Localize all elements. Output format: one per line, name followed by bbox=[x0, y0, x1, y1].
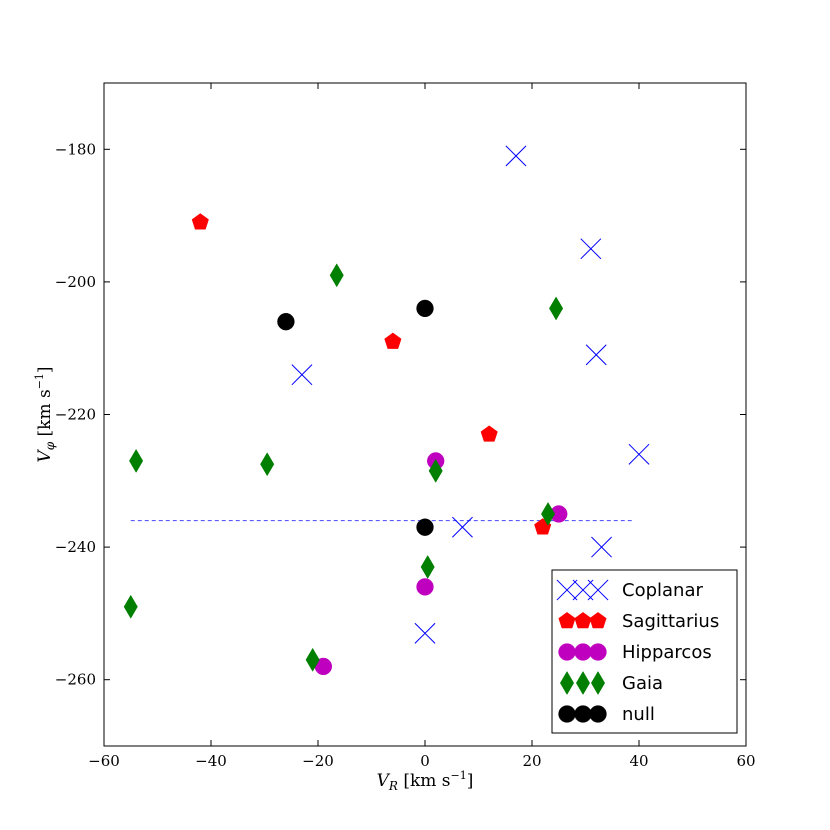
gaia-data-point bbox=[541, 501, 556, 526]
coplanar-data-point bbox=[505, 145, 527, 167]
legend-entry-null: null bbox=[558, 704, 655, 725]
gaia-data-point bbox=[420, 555, 435, 579]
x-tick-label: −60 bbox=[88, 752, 120, 770]
legend-marker bbox=[589, 705, 607, 723]
legend-marker bbox=[574, 643, 592, 661]
x-tick-label: 60 bbox=[736, 752, 755, 770]
legend-label: Hipparcos bbox=[622, 642, 712, 663]
series-gaia bbox=[123, 263, 564, 672]
legend-label: null bbox=[622, 704, 655, 725]
legend-marker bbox=[587, 579, 609, 601]
coplanar-data-point bbox=[585, 344, 607, 366]
coplanar-data-point bbox=[452, 516, 473, 538]
x-tick-label: −40 bbox=[195, 752, 227, 770]
null-data-point bbox=[416, 518, 434, 536]
coplanar-data-point bbox=[291, 364, 313, 386]
legend-marker bbox=[574, 705, 592, 723]
sagittarius-data-point bbox=[384, 332, 402, 349]
y-tick-label: −220 bbox=[55, 406, 96, 424]
x-tick-label: 20 bbox=[522, 752, 541, 770]
y-tick-label: −240 bbox=[55, 538, 96, 556]
y-tick-label: −260 bbox=[55, 671, 96, 689]
legend-entry-coplanar: Coplanar bbox=[556, 579, 703, 601]
sagittarius-data-point bbox=[191, 213, 209, 230]
gaia-data-point bbox=[260, 452, 275, 477]
gaia-data-point bbox=[305, 647, 320, 672]
legend-entry-gaia: Gaia bbox=[559, 671, 663, 695]
x-tick-label: −20 bbox=[302, 752, 334, 770]
axes: −60 −40 −20 0 20 40 60−260−240−220−200−180 bbox=[55, 82, 756, 770]
legend-marker bbox=[590, 671, 606, 695]
x-tick-label: 40 bbox=[629, 752, 648, 770]
coplanar-data-point bbox=[414, 622, 436, 644]
legend-label: Sagittarius bbox=[622, 611, 719, 632]
series-null bbox=[277, 299, 434, 536]
x-axis-label: VR [km s−1] bbox=[377, 769, 474, 793]
legend-entry-hipparcos: Hipparcos bbox=[558, 642, 712, 663]
plot-area bbox=[123, 145, 650, 676]
legend-marker bbox=[572, 579, 594, 601]
y-tick-label: −180 bbox=[55, 140, 96, 158]
gaia-data-point bbox=[123, 594, 138, 619]
x-tick-label: 0 bbox=[420, 752, 430, 770]
sagittarius-data-point bbox=[480, 425, 498, 442]
legend-marker bbox=[558, 705, 576, 723]
legend-label: Gaia bbox=[622, 673, 663, 694]
legend: Coplanar Sagittarius Hipparcos Gaia null bbox=[551, 569, 738, 734]
hipparcos-data-point bbox=[416, 578, 434, 596]
y-tick-label: −200 bbox=[55, 273, 96, 291]
legend-label: Coplanar bbox=[622, 580, 703, 601]
legend-marker bbox=[558, 643, 576, 661]
legend-marker bbox=[558, 612, 576, 629]
gaia-data-point bbox=[549, 296, 564, 321]
null-data-point bbox=[277, 313, 295, 331]
legend-marker bbox=[556, 579, 578, 601]
gaia-data-point bbox=[428, 458, 443, 483]
gaia-data-point bbox=[129, 448, 144, 473]
legend-marker bbox=[589, 643, 607, 661]
y-axis-label: Vφ [km s−1] bbox=[33, 366, 57, 462]
coplanar-data-point bbox=[628, 443, 650, 465]
series-sagittarius bbox=[191, 213, 552, 535]
null-data-point bbox=[416, 299, 434, 318]
legend-marker bbox=[589, 612, 607, 629]
legend-marker bbox=[575, 671, 591, 695]
legend-marker bbox=[559, 671, 575, 695]
gaia-data-point bbox=[329, 263, 344, 288]
series-hipparcos bbox=[314, 452, 568, 676]
coplanar-data-point bbox=[591, 536, 612, 558]
coplanar-data-point bbox=[580, 238, 602, 260]
legend-entry-sagittarius: Sagittarius bbox=[558, 611, 719, 632]
series-coplanar bbox=[291, 145, 650, 644]
legend-marker bbox=[574, 612, 592, 629]
